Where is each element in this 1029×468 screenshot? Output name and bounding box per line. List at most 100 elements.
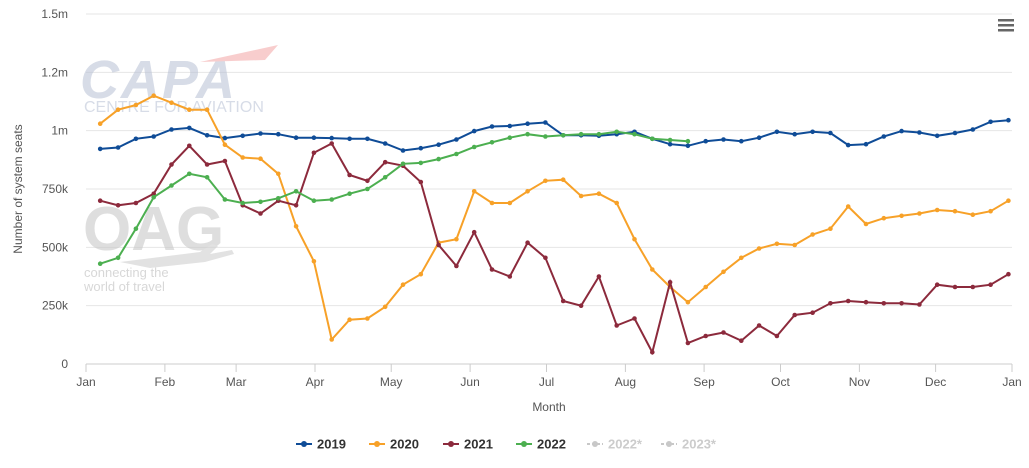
data-point[interactable]: [525, 240, 530, 245]
data-point[interactable]: [952, 208, 958, 214]
legend-item-2023*[interactable]: 2023*: [661, 437, 717, 452]
data-point[interactable]: [293, 189, 299, 194]
data-point[interactable]: [293, 135, 299, 140]
data-point[interactable]: [525, 189, 530, 194]
data-point[interactable]: [792, 242, 797, 248]
data-point[interactable]: [311, 135, 317, 140]
data-point[interactable]: [471, 144, 477, 150]
data-point[interactable]: [828, 130, 833, 136]
data-point[interactable]: [845, 142, 851, 148]
data-point[interactable]: [382, 175, 388, 180]
data-point[interactable]: [222, 142, 228, 147]
data-point[interactable]: [97, 121, 103, 126]
data-point[interactable]: [578, 131, 584, 137]
data-point[interactable]: [293, 224, 299, 229]
data-point[interactable]: [382, 141, 388, 146]
data-point[interactable]: [204, 175, 210, 180]
data-point[interactable]: [810, 232, 815, 237]
data-point[interactable]: [845, 204, 851, 209]
data-point[interactable]: [311, 259, 317, 264]
data-point[interactable]: [507, 135, 513, 140]
data-point[interactable]: [632, 236, 637, 242]
legend-item-2022[interactable]: 2022: [516, 437, 566, 452]
data-point[interactable]: [489, 140, 495, 145]
data-point[interactable]: [934, 133, 940, 139]
data-point[interactable]: [258, 131, 263, 136]
data-point[interactable]: [169, 127, 174, 132]
data-point[interactable]: [934, 207, 940, 213]
data-point[interactable]: [756, 246, 762, 251]
data-point[interactable]: [703, 138, 708, 144]
data-point[interactable]: [418, 179, 424, 185]
data-point[interactable]: [418, 271, 424, 277]
data-point[interactable]: [169, 183, 174, 188]
data-point[interactable]: [151, 191, 156, 196]
data-point[interactable]: [810, 310, 815, 316]
data-point[interactable]: [97, 261, 103, 267]
legend-item-2021[interactable]: 2021: [443, 437, 493, 452]
legend-item-2019[interactable]: 2019: [296, 437, 346, 452]
data-point[interactable]: [685, 340, 691, 346]
data-point[interactable]: [507, 200, 513, 206]
data-point[interactable]: [596, 131, 602, 137]
data-point[interactable]: [347, 136, 352, 142]
data-point[interactable]: [703, 333, 708, 339]
data-point[interactable]: [222, 135, 228, 141]
data-point[interactable]: [276, 131, 281, 137]
data-point[interactable]: [97, 146, 103, 152]
data-point[interactable]: [115, 107, 121, 112]
data-point[interactable]: [721, 269, 726, 275]
data-point[interactable]: [115, 145, 121, 150]
data-point[interactable]: [863, 141, 869, 147]
data-point[interactable]: [560, 177, 566, 182]
data-point[interactable]: [471, 229, 477, 235]
data-point[interactable]: [899, 128, 904, 134]
data-point[interactable]: [276, 196, 281, 201]
data-point[interactable]: [133, 136, 139, 142]
data-point[interactable]: [382, 159, 388, 165]
data-point[interactable]: [187, 107, 192, 112]
data-point[interactable]: [917, 302, 922, 307]
data-point[interactable]: [792, 312, 797, 318]
data-point[interactable]: [845, 298, 851, 304]
data-point[interactable]: [169, 100, 174, 105]
data-point[interactable]: [454, 137, 459, 142]
data-point[interactable]: [899, 213, 904, 219]
data-point[interactable]: [240, 155, 245, 160]
data-point[interactable]: [329, 337, 335, 342]
data-point[interactable]: [756, 135, 762, 140]
data-point[interactable]: [543, 120, 548, 125]
data-point[interactable]: [810, 129, 815, 135]
data-point[interactable]: [454, 151, 459, 157]
data-point[interactable]: [667, 280, 673, 285]
data-point[interactable]: [578, 193, 584, 199]
data-point[interactable]: [365, 316, 370, 321]
data-point[interactable]: [400, 282, 406, 288]
data-point[interactable]: [685, 299, 691, 305]
data-point[interactable]: [400, 161, 406, 167]
data-point[interactable]: [650, 267, 655, 272]
data-point[interactable]: [596, 274, 602, 279]
data-point[interactable]: [418, 160, 424, 166]
data-point[interactable]: [774, 241, 780, 247]
data-point[interactable]: [436, 242, 441, 248]
data-point[interactable]: [258, 199, 263, 205]
data-point[interactable]: [988, 208, 993, 214]
data-point[interactable]: [934, 282, 940, 288]
data-point[interactable]: [828, 226, 833, 231]
data-point[interactable]: [988, 119, 993, 125]
data-point[interactable]: [703, 284, 708, 290]
data-point[interactable]: [970, 127, 976, 132]
data-point[interactable]: [151, 194, 156, 200]
data-point[interactable]: [685, 143, 691, 149]
data-point[interactable]: [970, 284, 976, 290]
data-point[interactable]: [596, 191, 602, 196]
data-point[interactable]: [293, 203, 299, 208]
data-point[interactable]: [489, 267, 495, 272]
data-point[interactable]: [685, 138, 691, 144]
data-point[interactable]: [347, 317, 352, 323]
data-point[interactable]: [133, 226, 139, 231]
data-point[interactable]: [329, 197, 335, 202]
data-point[interactable]: [863, 221, 869, 227]
data-point[interactable]: [756, 323, 762, 328]
